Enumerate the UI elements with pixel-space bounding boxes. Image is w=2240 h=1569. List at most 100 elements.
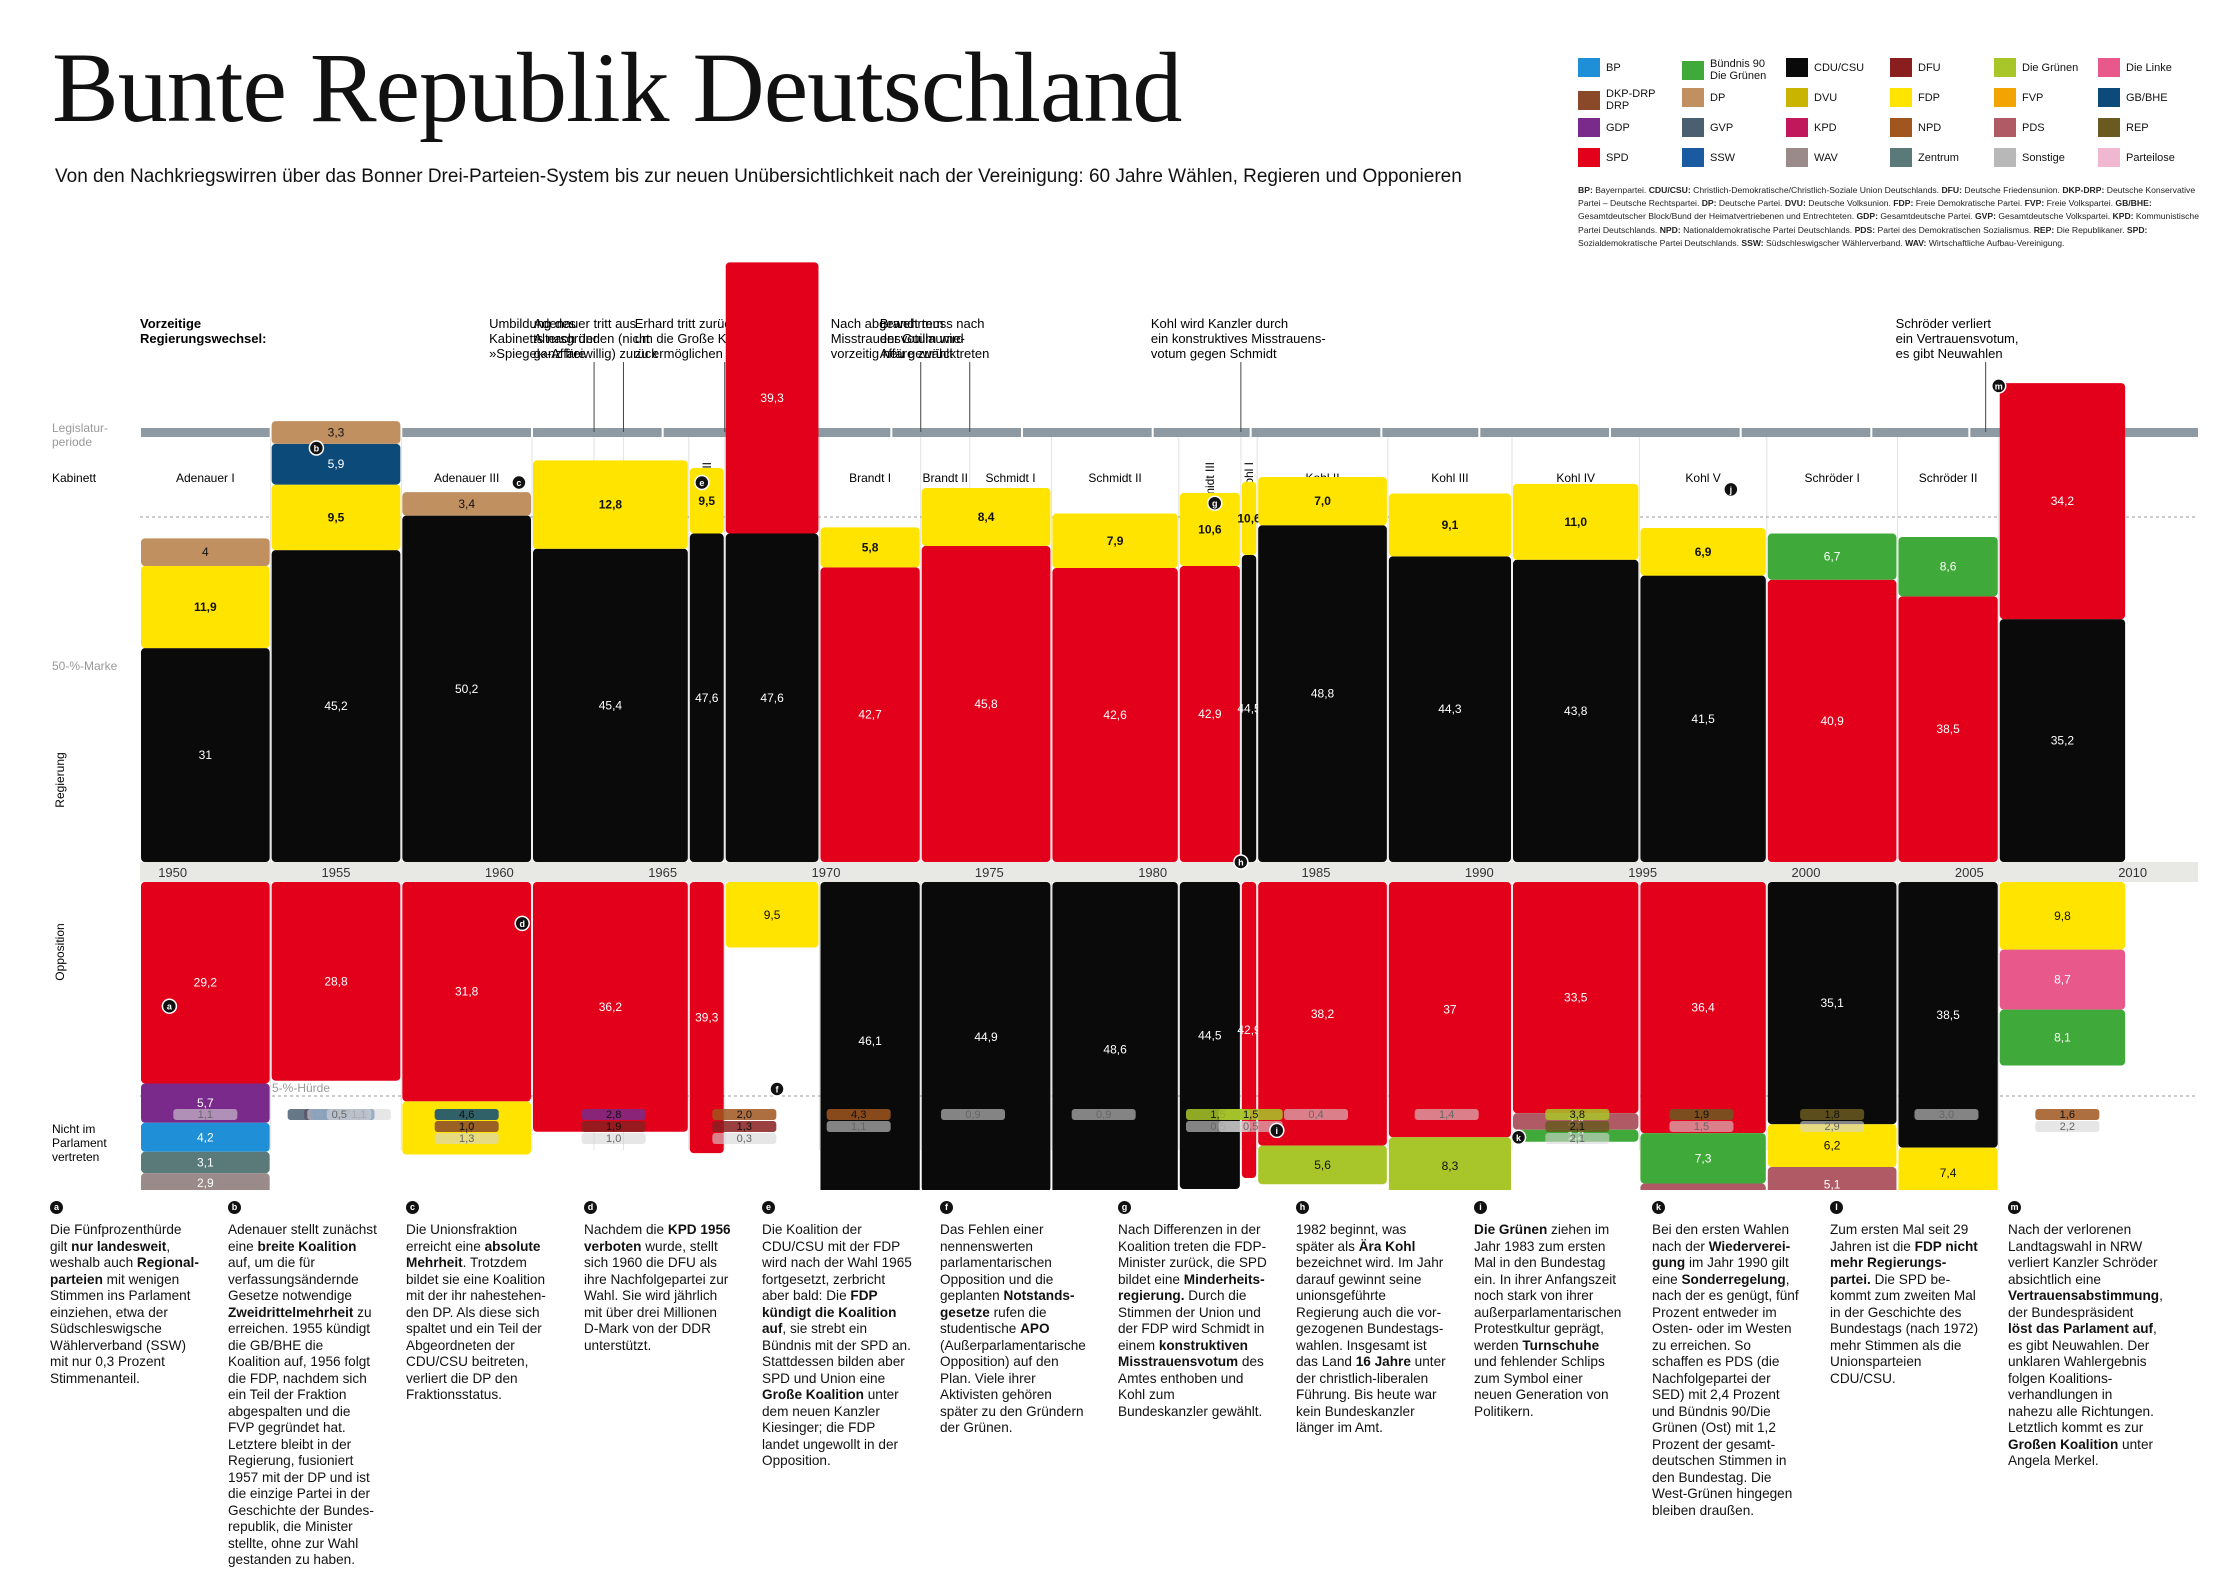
- gov-value-label: 31: [199, 748, 213, 762]
- np-value-label: 1,4: [1439, 1109, 1454, 1121]
- legend-item-dfu: DFU: [1890, 58, 1941, 77]
- election-chart: Legislatur-periode Kabinett 50-%-Marke Nich…: [52, 262, 2198, 1190]
- opp-value-label: 42,9: [1237, 1023, 1261, 1037]
- np-value-label: 0,5: [332, 1109, 347, 1121]
- marker-letter: g: [1212, 499, 1218, 509]
- np-bar-gbbhe: [434, 1109, 499, 1120]
- np-value-label: 4,6: [459, 1109, 474, 1121]
- gov-value-label: 11,9: [194, 600, 217, 614]
- note-badge: d: [584, 1201, 597, 1214]
- legend-label: FVP: [2022, 91, 2044, 104]
- opp-bar-spd: [533, 882, 688, 1132]
- opp-bar-fdp: [725, 882, 819, 948]
- note-text: Das Fehlen einer nennenswerten parlament…: [940, 1222, 1086, 1435]
- np-value-label: 1,5: [1694, 1121, 1709, 1133]
- gov-value-label: 5,9: [328, 457, 345, 471]
- legend-label: GVP: [1710, 121, 1734, 134]
- np-bar-gdp: [581, 1109, 646, 1120]
- marker-dot: [1723, 481, 1739, 498]
- legend-item-ssw: SSW: [1682, 148, 1735, 167]
- opp-value-label: 9,8: [2054, 909, 2071, 923]
- note-e: e Die Koalition der CDU/CSU mit der FDP w…: [762, 1198, 912, 1470]
- row-label-not-in-parliament: Nicht im Parlament vertreten: [52, 1122, 107, 1164]
- year-tick-label: 1950: [158, 865, 187, 880]
- gov-value-label: 45,2: [324, 699, 348, 713]
- gov-value-label: 5,8: [862, 540, 879, 554]
- opp-value-label: 38,2: [1311, 1007, 1335, 1021]
- np-value-label: 1,1: [198, 1109, 213, 1121]
- note-g: g Nach Differenzen in der Koalition trete…: [1118, 1198, 1268, 1420]
- year-axis-band: [140, 862, 2198, 882]
- np-bar-dkp: [434, 1121, 499, 1132]
- legend-label: WAV: [1814, 151, 1838, 164]
- legend-label: DP: [1710, 91, 1726, 104]
- legend-swatch: [1786, 58, 1808, 77]
- gov-value-label: 8,4: [978, 510, 995, 524]
- marker-letter: f: [776, 1085, 780, 1095]
- marker-b: b: [308, 440, 325, 456]
- gov-bar-spd: [1179, 565, 1240, 862]
- np-value-label: 2,0: [737, 1109, 752, 1121]
- row-label-regierung: Regierung: [53, 752, 67, 807]
- legend-item-gdp: GDP: [1578, 118, 1630, 137]
- legend-swatch: [2098, 58, 2120, 77]
- row-label-50-mark: 50-%-Marke: [52, 659, 118, 673]
- row-label-5-hurdle: 5-%-Hürde: [272, 1081, 330, 1095]
- marker-letter: i: [1276, 1126, 1279, 1136]
- gov-bar-cdu: [725, 533, 819, 862]
- abbreviation-key: DP:: [1701, 198, 1717, 209]
- opp-bar-cdu: [1898, 882, 1998, 1148]
- legend-label: GB/BHE: [2126, 91, 2168, 104]
- event-note: Umbildung des Kabinetts nach der »Spiegel«…: [489, 316, 598, 361]
- gov-value-label: 6,7: [1824, 550, 1841, 564]
- marker-i: i: [1269, 1122, 1285, 1139]
- gov-value-label: 43,8: [1564, 704, 1588, 718]
- opp-bar-fdp: [1999, 882, 2126, 950]
- abbreviation-key: CDU/CSU:: [1648, 185, 1691, 195]
- gov-value-label: 35,2: [2051, 734, 2075, 748]
- gov-value-label: 3,4: [458, 497, 475, 511]
- opp-bar-spd: [689, 882, 724, 1154]
- gov-bar-fdp: [141, 565, 270, 649]
- abbreviation-key: SPD:: [2126, 224, 2148, 235]
- marker-letter: e: [699, 478, 704, 488]
- opp-bar-spd: [1640, 882, 1766, 1134]
- opp-value-label: 38,5: [1936, 1008, 1960, 1022]
- gov-bar-spd: [1052, 568, 1178, 862]
- abbreviation-key: FVP:: [2024, 198, 2045, 209]
- gov-value-label: 12,8: [599, 498, 623, 512]
- gov-bar-spd: [725, 262, 819, 534]
- gov-bar-cdu: [689, 533, 724, 862]
- note-text: Bei den ersten Wahlen nach der Wiederver…: [1652, 1222, 1799, 1518]
- opp-value-label: 37: [1443, 1003, 1457, 1017]
- np-bar-sonstige: [581, 1133, 646, 1144]
- opp-value-label: 44,9: [974, 1030, 998, 1044]
- gov-value-label: 44,5: [1237, 701, 1261, 715]
- legend-label: DFU: [1918, 61, 1941, 74]
- marker-dot: [514, 915, 530, 932]
- legend-swatch: [1994, 88, 2016, 107]
- note-text: Die Koalition der CDU/CSU mit der FDP wi…: [762, 1222, 912, 1468]
- legislatur-bar: [140, 428, 2198, 437]
- gov-value-label: 8,6: [1940, 560, 1957, 574]
- legend-item-dkp: DKP-DRP DRP: [1578, 88, 1656, 112]
- np-bar-sonstige: [941, 1109, 1005, 1120]
- np-bar-sonstige: [1284, 1109, 1348, 1120]
- row-label-legislatur: Legislatur-periode: [52, 421, 108, 449]
- np-bar-sonstige: [307, 1109, 372, 1120]
- gov-bar-fdp: [1179, 492, 1240, 566]
- year-tick-label: 2010: [2118, 865, 2147, 880]
- np-value-label: 1,9: [606, 1121, 621, 1133]
- opp-value-label: 9,5: [764, 908, 781, 922]
- opp-bar-gdp: [141, 1083, 270, 1123]
- legend-item-sonstige: Sonstige: [1994, 148, 2065, 167]
- marker-letter: b: [314, 444, 320, 454]
- opp-value-label: 36,4: [1691, 1001, 1715, 1015]
- marker-letter: c: [516, 478, 521, 488]
- legend-label: SSW: [1710, 151, 1736, 164]
- gov-bar-fdp: [1513, 483, 1639, 560]
- abbreviation-key: DFU:: [1941, 185, 1962, 195]
- np-bar-sonstige: [1414, 1109, 1479, 1120]
- opp-bar-gruene: [1258, 1145, 1387, 1185]
- legend-item-parteilose: Parteilose: [2098, 148, 2175, 167]
